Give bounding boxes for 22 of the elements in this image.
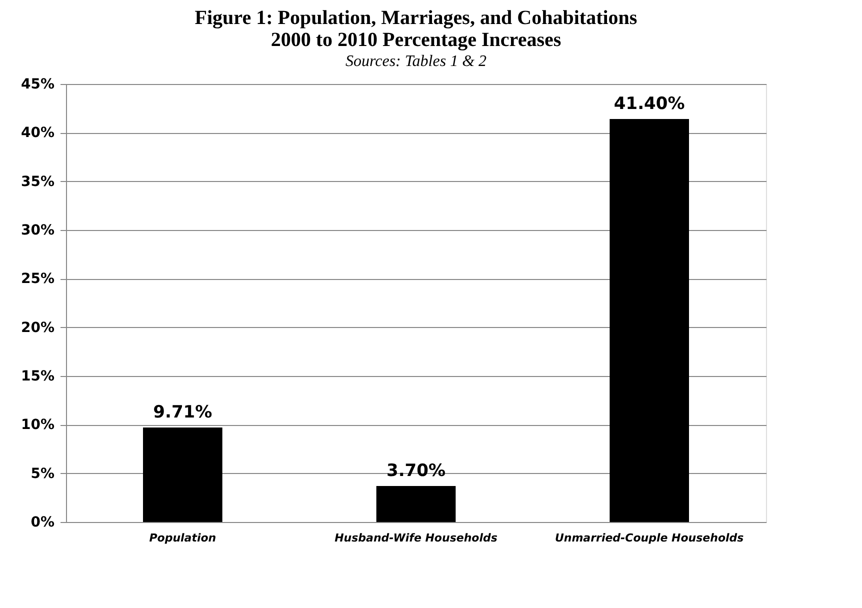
y-tick-label: 45% bbox=[20, 76, 54, 92]
data-label: 3.70% bbox=[386, 460, 446, 481]
y-tick-label: 10% bbox=[20, 417, 54, 434]
y-tick-label: 30% bbox=[20, 222, 54, 238]
text: 2000 to 2010 Percentage Increases bbox=[270, 29, 562, 51]
bar bbox=[376, 486, 456, 522]
y-tick-label: 0% bbox=[30, 514, 54, 530]
y-tick-label: 40% bbox=[20, 125, 54, 142]
data-label: 9.71% bbox=[153, 402, 212, 422]
y-tick-label: 20% bbox=[20, 320, 54, 336]
bar bbox=[143, 427, 222, 522]
x-tick-label: Population bbox=[149, 532, 216, 544]
y-tick-label: 15% bbox=[20, 368, 54, 384]
text: Figure 1: Population, Marriages, and Cohabitations bbox=[194, 7, 638, 29]
x-tick-label: Unmarried-Couple Households bbox=[554, 532, 744, 544]
x-tick-label: Husband-Wife Households bbox=[334, 532, 498, 544]
y-tick-label: 35% bbox=[20, 174, 54, 190]
y-tick-label: 5% bbox=[30, 466, 54, 482]
chart-subtitle: Sources: Tables 1 & 2 bbox=[345, 53, 487, 70]
y-tick-label: 25% bbox=[20, 271, 54, 288]
data-label: 41.40% bbox=[614, 94, 685, 114]
bar bbox=[610, 119, 689, 522]
